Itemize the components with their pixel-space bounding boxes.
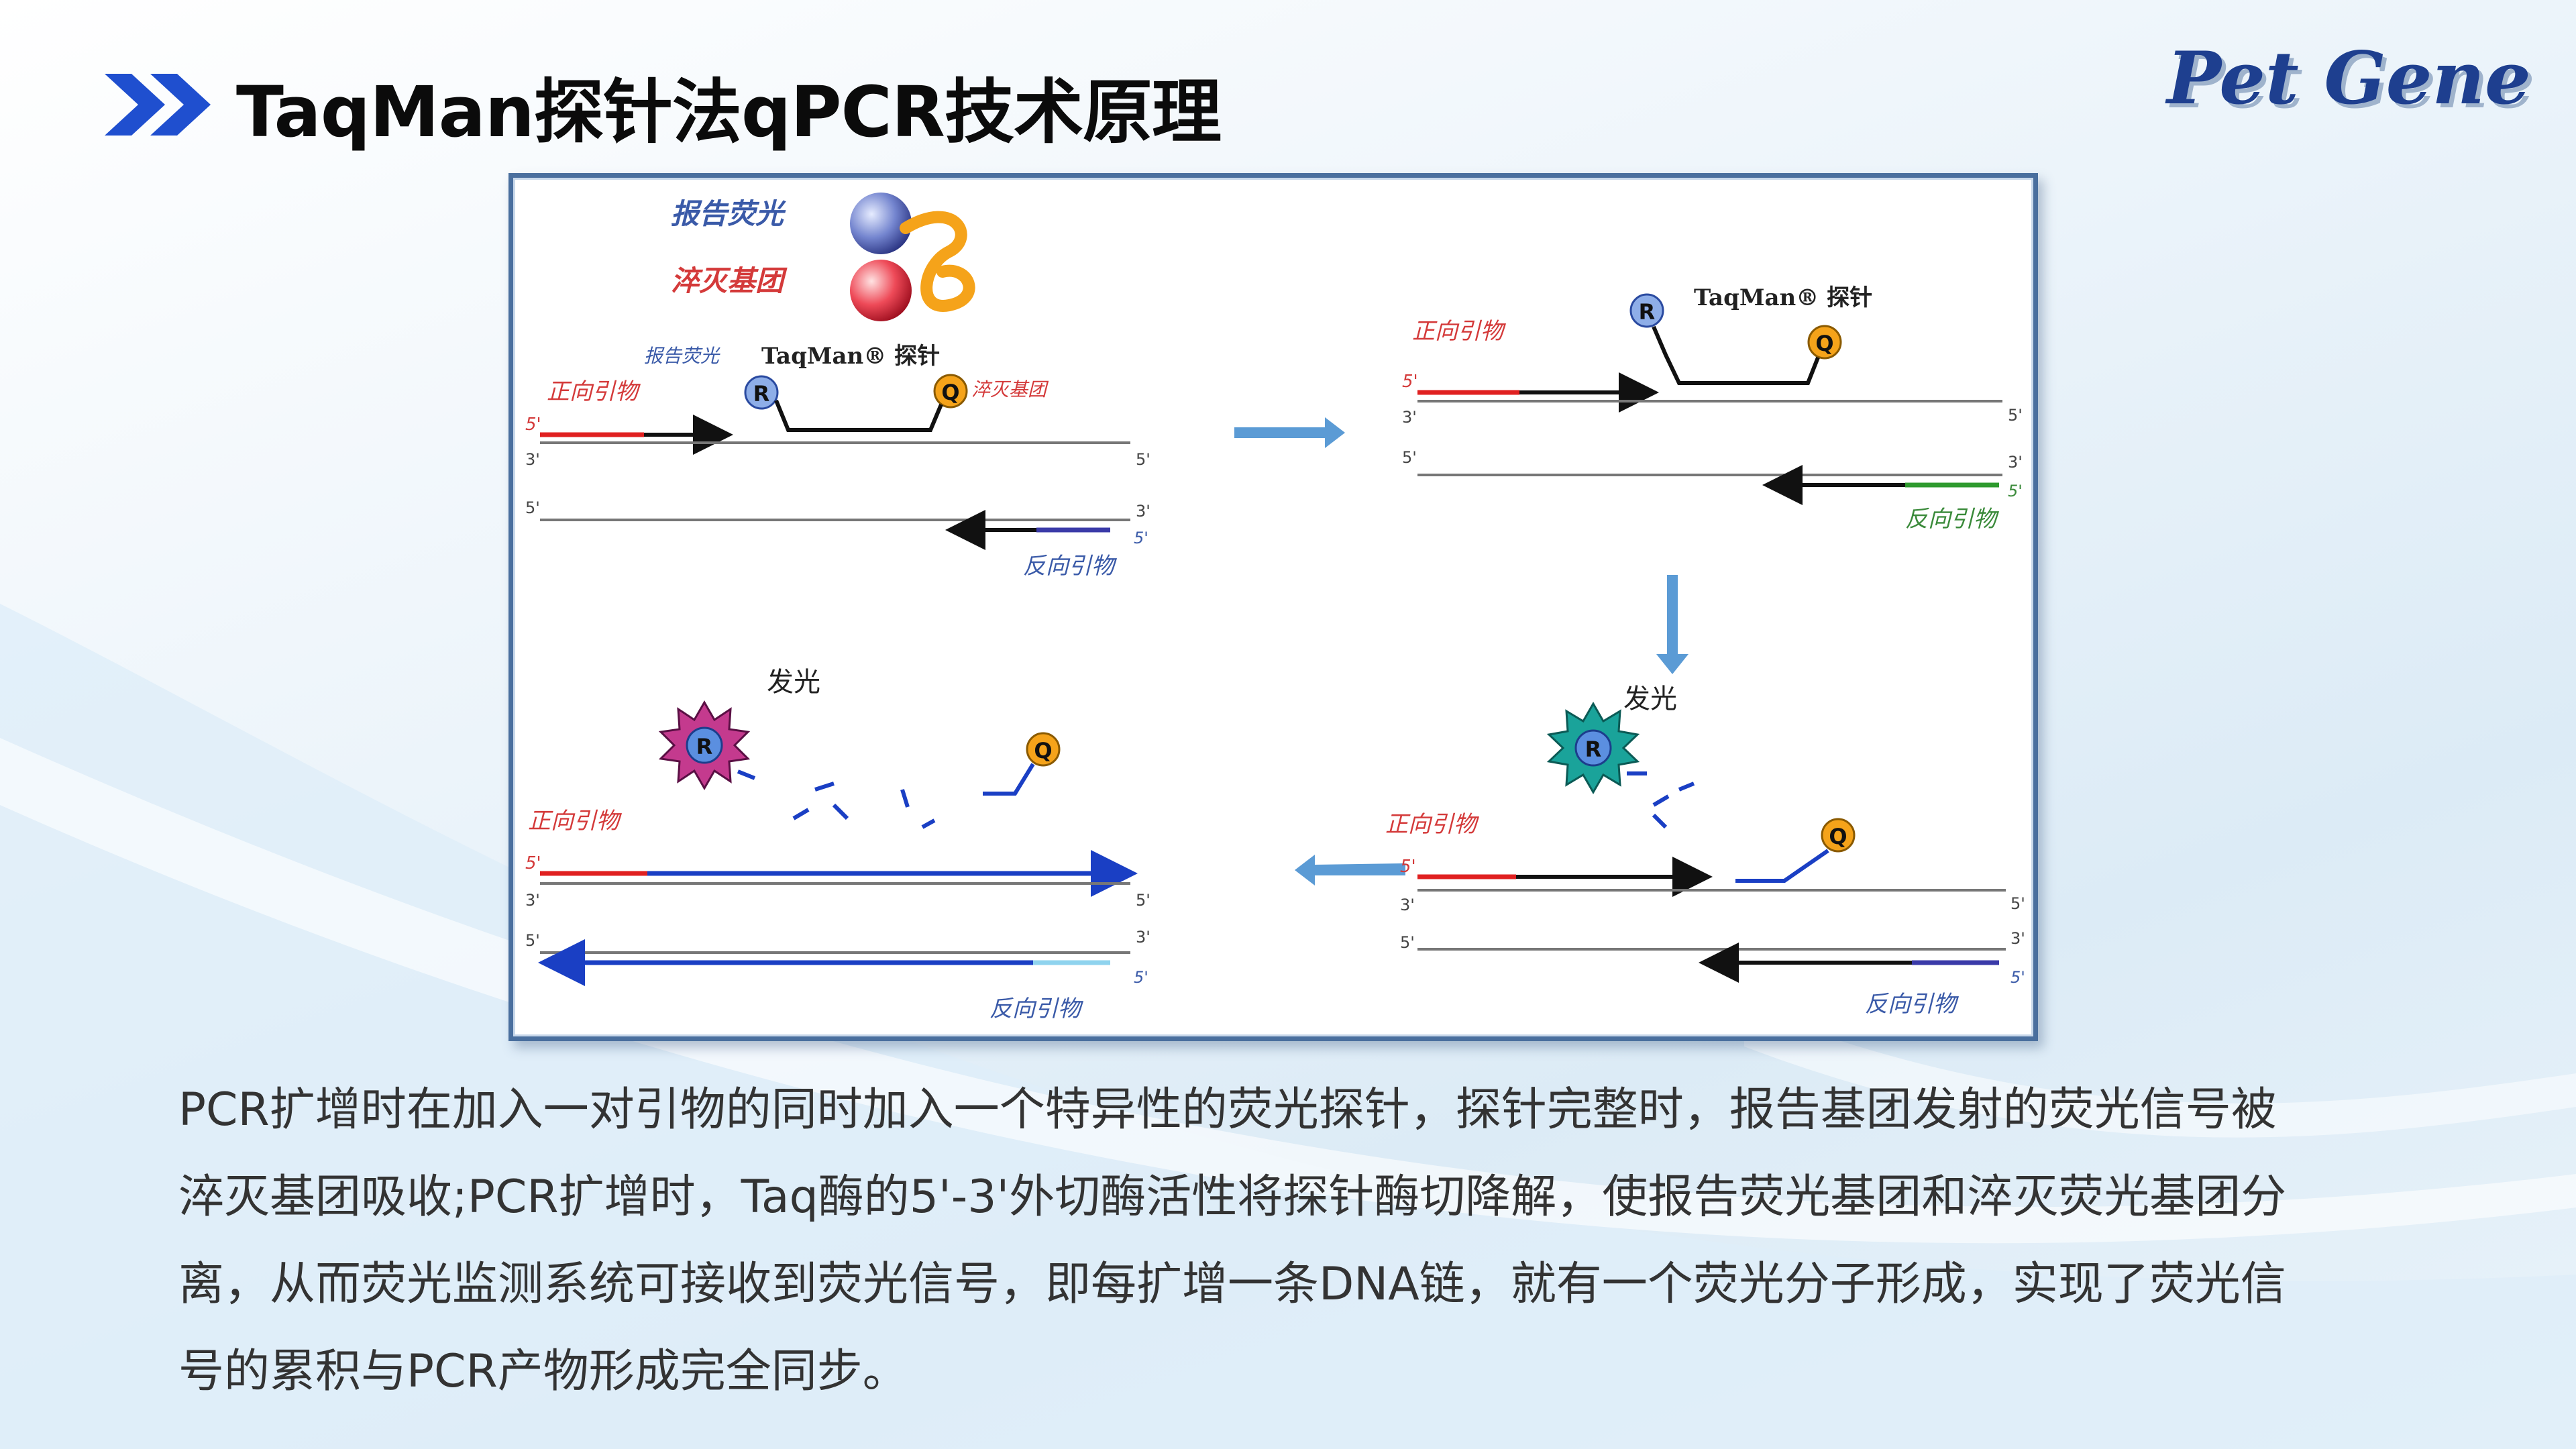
panel2-reverse-primer-label: 反向引物 [1905, 506, 2000, 533]
panel1-reporter-letter: R [753, 381, 770, 407]
panel4-reporter-letter: R [696, 734, 713, 759]
panel2-reporter-letter: R [1639, 299, 1656, 325]
description-line: PCR扩增时在加入一对引物的同时加入一个特异性的荧光探针，探针完整时，报告基团发… [178, 1067, 2432, 1154]
panel3-fragment [1679, 784, 1694, 790]
panel2-probe-label: TaqMan® 探针 [1694, 284, 1872, 311]
panel3-forward-primer-label: 正向引物 [1385, 811, 1480, 838]
panel3-top-3prime: 3' [1400, 896, 1415, 914]
panel4-forward-primer-label: 正向引物 [528, 808, 623, 835]
legend: 报告荧光 淬灭基团 [671, 193, 969, 321]
panel2-fwd-5prime: 5' [1402, 372, 1418, 392]
description-text: PCR扩增时在加入一对引物的同时加入一个特异性的荧光探针，探针完整时，报告基团发… [178, 1067, 2432, 1415]
logo-text: Pet Gene [2165, 36, 2531, 121]
panel4-glow-label: 发光 [767, 667, 820, 698]
panel4-quencher-letter: Q [1034, 738, 1052, 763]
panel4-bottom-5prime: 5' [525, 931, 540, 950]
panel-3-cleavage: R 发光 Q 正向引物 5' 3' 5' 5' 3' 5' 反向引物 [1385, 684, 2025, 1018]
panel-2-polymerization: TaqMan® 探针 正向引物 R Q 5' 3' 5' 5' 3' 5' 反向… [1402, 284, 2023, 533]
description-line: 离，从而荧光监测系统可接收到荧光信号，即每扩增一条DNA链，就有一个荧光分子形成… [178, 1241, 2432, 1328]
panel4-reporter-tail [738, 771, 755, 778]
panel2-bottom-5prime: 5' [1402, 448, 1417, 467]
description-line: 淬灭基团吸收;PCR扩增时，Taq酶的5'-3'外切酶活性将探针酶切降解，使报告… [178, 1154, 2432, 1241]
panel4-fragment [834, 805, 847, 818]
panel4-fwd-5prime: 5' [525, 853, 541, 873]
panel3-remaining-probe [1735, 851, 1828, 881]
panel1-rev-5prime: 5' [1134, 529, 1148, 547]
panel3-fragment [1654, 815, 1666, 827]
panel-4-completion: R 发光 Q 正向引物 5' 3' 5' 5' 3' 5' 反向引物 [525, 667, 1150, 1022]
panel2-forward-primer-label: 正向引物 [1412, 318, 1507, 345]
panel4-fragment [815, 784, 834, 790]
panel2-top-5prime: 5' [2008, 406, 2023, 425]
panel2-quencher-letter: Q [1815, 331, 1833, 356]
panel1-quencher-letter: Q [941, 380, 959, 405]
panel3-bottom-3prime: 3' [2010, 929, 2025, 948]
probe-linker-icon [906, 217, 969, 306]
panel2-rev-5prime: 5' [2008, 482, 2023, 500]
page-title: TaqMan探针法qPCR技术原理 [236, 55, 1221, 156]
panel1-probe-strand [776, 400, 941, 430]
panel4-fragment [922, 820, 934, 827]
panel1-fwd-5prime: 5' [525, 415, 541, 435]
panel2-top-3prime: 3' [1402, 408, 1417, 427]
quencher-ball-icon [850, 260, 912, 321]
step-arrow-down-icon [1656, 575, 1688, 674]
panel3-reverse-primer-label: 反向引物 [1865, 991, 1960, 1018]
panel4-fragment [794, 810, 808, 818]
legend-quencher-label: 淬灭基团 [671, 264, 788, 297]
taqman-diagram: 报告荧光 淬灭基团 报告荧光 TaqMan® 探针 正向引物 淬灭基团 R Q … [513, 178, 2033, 1036]
description-line: 号的累积与PCR产物形成完全同步。 [178, 1328, 2432, 1415]
panel2-bottom-3prime: 3' [2008, 453, 2023, 472]
panel4-reverse-primer-label: 反向引物 [989, 996, 1084, 1022]
taqman-figure: 报告荧光 淬灭基团 报告荧光 TaqMan® 探针 正向引物 淬灭基团 R Q … [508, 173, 2038, 1041]
panel1-bottom-5prime: 5' [525, 498, 540, 517]
pet-gene-logo: Pet Gene Pet Gene [2159, 28, 2541, 129]
panel1-bottom-3prime: 3' [1136, 502, 1150, 521]
panel4-top-3prime: 3' [525, 891, 540, 910]
panel3-reporter-letter: R [1585, 737, 1602, 762]
panel1-reporter-small-label: 报告荧光 [644, 345, 720, 367]
panel3-fragment [1654, 796, 1668, 805]
panel1-reverse-primer-label: 反向引物 [1023, 553, 1118, 580]
panel3-quencher-letter: Q [1829, 824, 1847, 849]
title-chevron-icon [101, 64, 235, 145]
legend-reporter-label: 报告荧光 [671, 197, 786, 230]
panel-1-annealing: 报告荧光 TaqMan® 探针 正向引物 淬灭基团 R Q 5' 3' 5' 5… [525, 343, 1150, 580]
panel1-top-3prime: 3' [525, 450, 540, 469]
step-arrow-left-icon [1295, 855, 1405, 885]
panel1-probe-label: TaqMan® 探针 [761, 343, 940, 370]
panel2-probe-strand [1654, 327, 1818, 383]
panel3-rev-5prime: 5' [2010, 968, 2025, 987]
panel4-rev-5prime: 5' [1134, 968, 1148, 987]
panel4-fragment [902, 790, 908, 807]
panel3-glow-label: 发光 [1623, 684, 1677, 714]
panel1-top-5prime: 5' [1136, 450, 1150, 469]
panel4-remaining-probe [983, 764, 1033, 794]
panel3-top-5prime: 5' [2010, 894, 2025, 913]
panel1-quencher-small-label: 淬灭基团 [971, 378, 1049, 400]
panel4-bottom-3prime: 3' [1136, 928, 1150, 947]
panel3-bottom-5prime: 5' [1400, 933, 1415, 952]
step-arrow-right-icon [1234, 417, 1345, 448]
panel1-forward-primer-label: 正向引物 [547, 378, 641, 405]
panel4-top-5prime: 5' [1136, 891, 1150, 910]
panel3-fwd-5prime: 5' [1400, 857, 1416, 877]
